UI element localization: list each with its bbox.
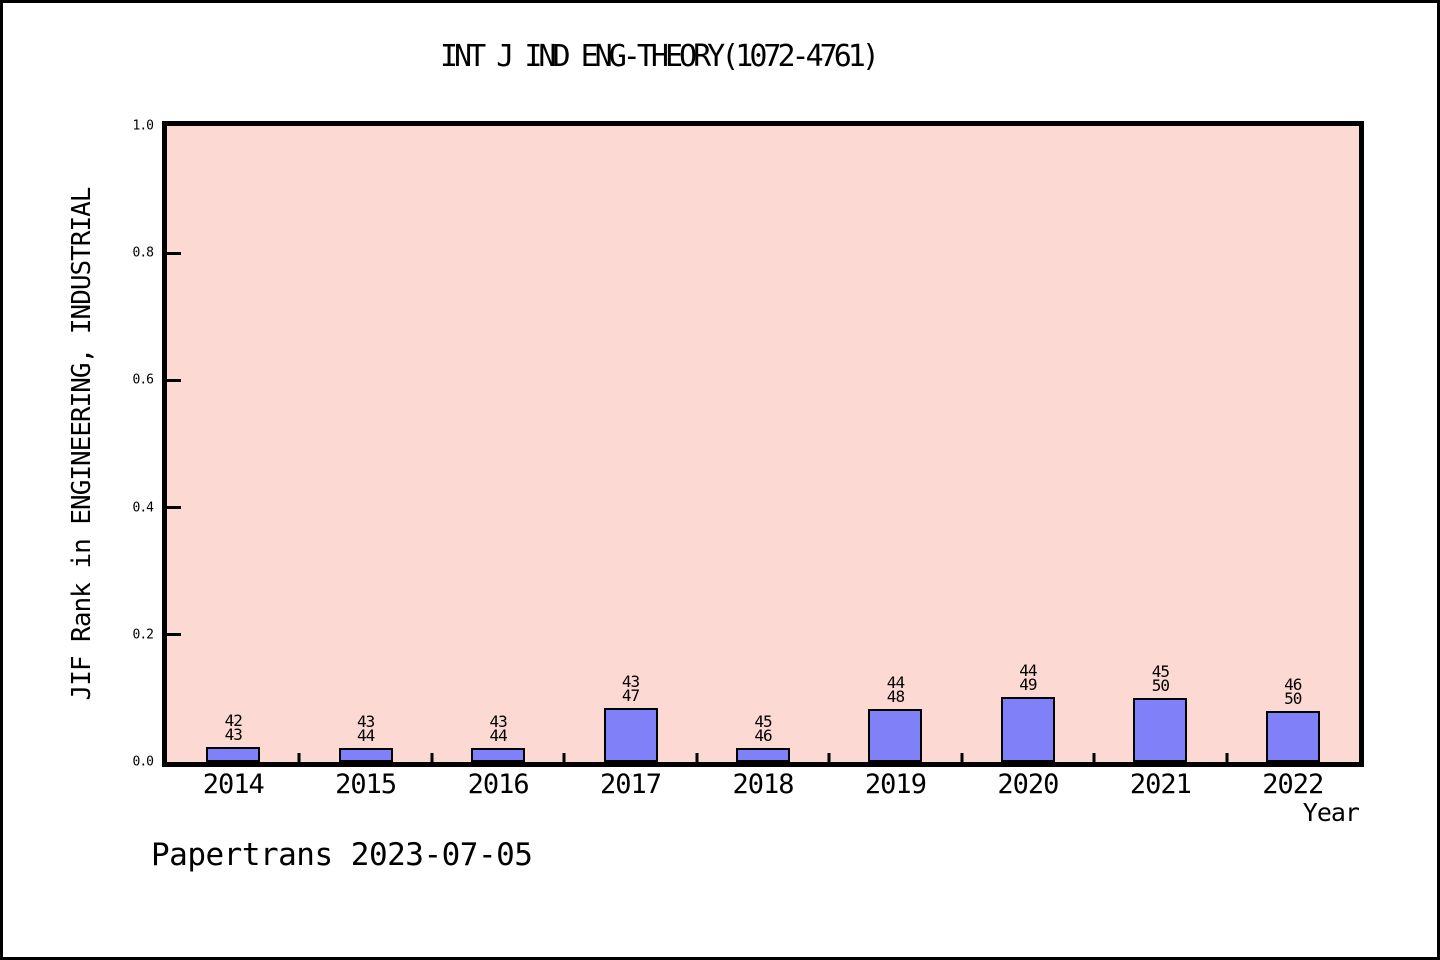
x-axis-boundary-tick-4 xyxy=(695,753,699,762)
x-axis-boundary-tick-5 xyxy=(827,753,831,762)
bar-2020 xyxy=(1000,697,1055,762)
bar-total-value: 46 xyxy=(754,726,772,746)
bar-2021 xyxy=(1133,698,1188,762)
y-axis-tick-0.2 xyxy=(167,633,181,637)
x-axis-boundary-tick-6 xyxy=(960,753,964,762)
bar-total-value: 49 xyxy=(1019,675,1037,695)
bar-total-value: 50 xyxy=(1284,689,1302,709)
bar-value-label-2019: 44 48 xyxy=(886,673,905,706)
x-axis-boundary-tick-8 xyxy=(1225,753,1229,762)
bar-total-value: 44 xyxy=(357,725,375,745)
y-axis-tick-0.8 xyxy=(167,251,181,255)
bar-rank-value: 45 xyxy=(754,712,772,732)
y-tick-label-0.8: 0.8 xyxy=(132,245,155,261)
x-axis-boundary-tick-3 xyxy=(562,753,566,762)
x-axis-boundary-tick-2 xyxy=(430,753,434,762)
y-tick-label-0.6: 0.6 xyxy=(132,372,155,388)
x-tick-label-2022: 2022 xyxy=(1262,769,1324,800)
bar-value-label-2015: 43 44 xyxy=(357,711,375,745)
watermark-text: Papertrans 2023-07-05 xyxy=(151,837,533,873)
y-tick-label-0.4: 0.4 xyxy=(132,500,155,516)
bar-total-value: 44 xyxy=(489,725,507,745)
bar-total-value: 43 xyxy=(224,725,243,745)
bar-value-label-2014: 42 43 xyxy=(224,711,243,745)
bar-value-label-2017: 43 47 xyxy=(621,671,640,705)
bar-value-label-2022: 46 50 xyxy=(1284,675,1302,709)
bar-rank-value: 46 xyxy=(1284,675,1302,695)
chart-title: INT J IND ENG-THEORY(1072-4761) xyxy=(440,39,880,74)
bar-rank-value: 44 xyxy=(886,673,905,692)
bar-2019 xyxy=(868,709,923,762)
x-tick-label-2016: 2016 xyxy=(467,769,530,800)
bar-rank-value: 43 xyxy=(489,711,507,731)
x-tick-label-2018: 2018 xyxy=(732,769,794,800)
y-tick-label-1.0: 1.0 xyxy=(132,118,155,134)
y-tick-label-0.0: 0.0 xyxy=(132,754,155,770)
x-axis-boundary-tick-1 xyxy=(297,753,301,762)
bar-2022 xyxy=(1265,711,1320,762)
x-tick-label-2017: 2017 xyxy=(600,769,662,800)
bar-2016 xyxy=(471,747,526,762)
bar-2018 xyxy=(736,748,790,762)
x-tick-label-2014: 2014 xyxy=(202,769,265,800)
bar-2014 xyxy=(206,747,261,762)
bar-value-label-2016: 43 44 xyxy=(489,711,507,745)
bar-2015 xyxy=(338,747,393,762)
x-axis-label: Year xyxy=(1302,798,1360,827)
y-axis-label: JIF Rank in ENGINEERING, INDUSTRIAL xyxy=(67,187,97,701)
x-tick-label-2015: 2015 xyxy=(335,769,397,800)
bar-value-label-2021: 45 50 xyxy=(1151,662,1170,696)
bar-rank-value: 44 xyxy=(1019,661,1037,681)
bar-rank-value: 45 xyxy=(1151,662,1170,682)
bar-total-value: 48 xyxy=(886,687,905,706)
x-tick-label-2021: 2021 xyxy=(1129,769,1192,800)
x-axis-boundary-tick-7 xyxy=(1092,753,1096,762)
y-axis-tick-0.6 xyxy=(167,378,181,382)
y-axis-tick-0.4 xyxy=(167,506,181,510)
bar-2017 xyxy=(603,707,658,762)
bar-value-label-2018: 45 46 xyxy=(754,712,772,746)
x-tick-label-2020: 2020 xyxy=(997,769,1059,800)
y-tick-label-0.2: 0.2 xyxy=(132,627,155,643)
bar-rank-value: 42 xyxy=(224,711,243,731)
bar-total-value: 47 xyxy=(621,685,640,705)
x-tick-label-2019: 2019 xyxy=(864,769,927,800)
bar-value-label-2020: 44 49 xyxy=(1019,661,1037,695)
plot-area: 0.0 0.2 0.4 0.6 0.8 1.0 42 43 2014 43 44 2015 43 44 20… xyxy=(133,119,1364,800)
bar-total-value: 50 xyxy=(1151,676,1170,696)
bar-rank-value: 43 xyxy=(621,671,640,691)
bar-rank-value: 43 xyxy=(357,711,375,731)
